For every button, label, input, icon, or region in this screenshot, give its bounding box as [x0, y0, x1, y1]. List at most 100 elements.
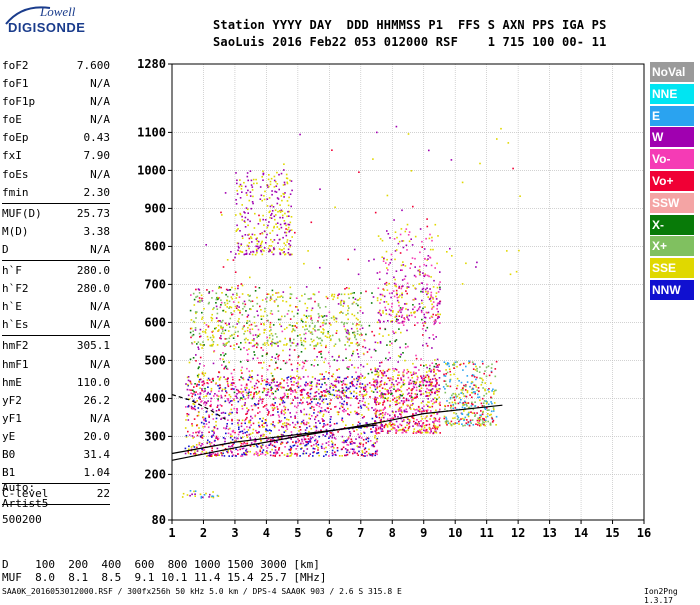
echo-point	[353, 301, 355, 304]
echo-point	[203, 322, 206, 324]
x-tick-label: 8	[389, 526, 396, 540]
echo-point	[421, 424, 423, 427]
echo-point	[248, 391, 250, 393]
echo-point	[297, 381, 299, 383]
echo-point	[470, 405, 473, 407]
echo-point	[424, 430, 427, 432]
echo-point	[342, 389, 345, 392]
echo-point	[207, 302, 210, 305]
echo-point	[220, 299, 222, 301]
echo-point	[243, 220, 246, 222]
echo-point	[372, 423, 374, 426]
echo-point	[367, 424, 370, 426]
param-row: foF2 7.600	[2, 57, 110, 75]
echo-point	[358, 171, 360, 173]
echo-point	[357, 446, 360, 448]
echo-point	[435, 419, 437, 422]
echo-point	[197, 341, 200, 343]
echo-point	[425, 311, 428, 314]
echo-point	[212, 495, 215, 498]
echo-point	[471, 361, 474, 363]
echo-point	[296, 370, 299, 373]
echo-point	[420, 375, 422, 377]
echo-point	[393, 388, 395, 390]
echo-point	[437, 310, 439, 313]
echo-point	[224, 322, 227, 325]
echo-point	[407, 133, 410, 135]
echo-point	[232, 454, 234, 456]
echo-point	[426, 395, 429, 397]
echo-point	[428, 394, 431, 397]
echo-point	[235, 307, 238, 309]
echo-point	[220, 326, 222, 328]
echo-point	[439, 370, 441, 372]
echo-point	[250, 308, 252, 311]
echo-point	[187, 419, 190, 421]
echo-point	[310, 331, 313, 333]
echo-point	[376, 131, 378, 134]
echo-point	[400, 429, 402, 431]
echo-point	[342, 382, 345, 385]
echo-point	[276, 222, 279, 224]
echo-point	[286, 200, 289, 202]
echo-point	[471, 396, 473, 399]
echo-point	[261, 380, 264, 382]
echo-point	[331, 436, 333, 439]
echo-point	[387, 233, 390, 235]
echo-point	[404, 346, 407, 349]
echo-point	[251, 370, 253, 372]
echo-point	[309, 453, 311, 455]
echo-point	[229, 306, 231, 308]
echo-point	[261, 299, 264, 301]
echo-point	[394, 400, 396, 403]
echo-point	[252, 428, 255, 431]
echo-point	[293, 381, 295, 383]
echo-point	[192, 437, 194, 439]
echo-point	[398, 285, 401, 288]
echo-point	[257, 407, 260, 409]
echo-point	[305, 369, 307, 371]
echo-point	[405, 399, 408, 401]
echo-point	[386, 418, 389, 420]
echo-point	[406, 424, 408, 426]
echo-point	[479, 416, 481, 419]
echo-point	[356, 299, 359, 301]
echo-point	[308, 430, 310, 433]
echo-point	[372, 445, 375, 448]
echo-point	[400, 386, 402, 389]
echo-point	[397, 402, 400, 405]
echo-point	[410, 314, 413, 317]
echo-point	[259, 437, 262, 439]
echo-point	[488, 391, 490, 393]
echo-point	[370, 390, 373, 392]
echo-point	[405, 302, 408, 305]
echo-point	[195, 360, 197, 362]
echo-point	[269, 205, 272, 208]
echo-point	[200, 294, 203, 297]
echo-point	[215, 302, 217, 304]
echo-point	[381, 256, 383, 258]
echo-point	[260, 315, 262, 318]
echo-point	[216, 312, 219, 315]
echo-point	[248, 199, 251, 202]
echo-point	[350, 392, 353, 395]
echo-point	[212, 418, 215, 420]
echo-point	[236, 449, 239, 452]
echo-point	[342, 359, 344, 362]
echo-point	[261, 444, 264, 446]
echo-point	[227, 451, 229, 454]
echo-point	[398, 322, 401, 324]
echo-point	[402, 264, 405, 266]
echo-point	[192, 432, 194, 434]
echo-point	[308, 330, 310, 332]
echo-point	[444, 408, 446, 410]
echo-point	[394, 331, 397, 334]
echo-point	[383, 257, 385, 260]
legend-item-noval: NoVal	[650, 62, 694, 82]
echo-point	[212, 330, 214, 332]
echo-point	[198, 396, 201, 398]
echo-point	[454, 399, 456, 401]
echo-point	[401, 314, 404, 317]
echo-point	[284, 362, 287, 365]
file-info-footer: SAA0K_2016053012000.RSF / 300fx256h 50 k…	[2, 587, 402, 596]
